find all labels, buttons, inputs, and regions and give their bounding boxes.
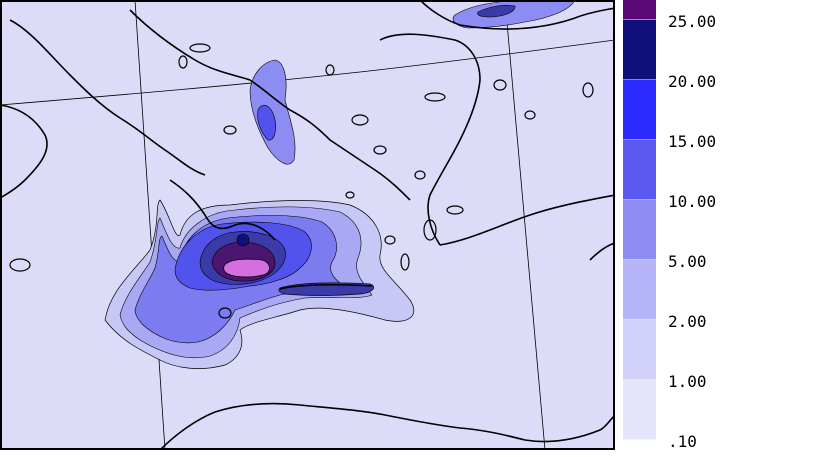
island xyxy=(345,191,355,199)
color-legend xyxy=(623,0,656,441)
island xyxy=(424,92,446,102)
legend-label-1: 1.00 xyxy=(668,372,707,391)
coastline-italy-south xyxy=(0,104,48,199)
legend-label-5: 5.00 xyxy=(668,252,707,271)
legend-swatch xyxy=(623,140,656,200)
graticule xyxy=(0,0,615,450)
map-frame xyxy=(0,0,615,450)
island xyxy=(9,258,31,272)
precip-north-core xyxy=(257,104,276,141)
legend-label-2: 2.00 xyxy=(668,312,707,331)
coastline-crete xyxy=(279,283,373,290)
legend-swatches xyxy=(623,0,656,441)
island xyxy=(373,145,387,155)
legend-swatch xyxy=(623,260,656,320)
precip-blacksea-core xyxy=(477,4,516,18)
legend-swatch xyxy=(623,200,656,260)
grid-line xyxy=(0,39,615,106)
legend-label-15: 15.00 xyxy=(668,132,717,151)
island xyxy=(524,110,536,120)
island xyxy=(446,205,464,215)
legend-swatch xyxy=(623,320,656,380)
legend-swatch xyxy=(623,20,656,80)
island xyxy=(493,79,507,91)
island xyxy=(223,125,237,135)
island xyxy=(351,114,369,126)
legend-label-20: 20.00 xyxy=(668,72,717,91)
islands xyxy=(9,43,594,319)
island xyxy=(325,64,335,76)
precip-core xyxy=(223,258,270,278)
coastline-turkey-south xyxy=(439,194,615,246)
coastline-balkans xyxy=(129,9,411,201)
precip-contours xyxy=(104,0,576,369)
island xyxy=(218,307,232,319)
island xyxy=(582,82,594,98)
island xyxy=(423,219,437,241)
coastline-africa xyxy=(159,402,615,450)
island xyxy=(400,253,410,271)
precip-cell xyxy=(236,233,250,247)
grid-line xyxy=(504,0,546,450)
coastline-turkey-west xyxy=(379,33,481,246)
legend-label-25: 25.00 xyxy=(668,12,717,31)
precipitation-map xyxy=(0,0,615,450)
island xyxy=(178,55,188,69)
coastline-black-sea xyxy=(419,0,615,30)
island xyxy=(189,43,211,53)
legend-swatch xyxy=(623,80,656,140)
coastline-peloponnese xyxy=(169,179,276,241)
legend-label-10: 10.00 xyxy=(668,192,717,211)
legend-swatch xyxy=(623,380,656,440)
coastline-italy-adriatic xyxy=(9,19,206,176)
island xyxy=(384,235,396,245)
island xyxy=(414,170,426,180)
grid-line xyxy=(134,0,166,450)
legend-swatch xyxy=(623,0,656,20)
legend-label-0.1: .10 xyxy=(668,432,697,451)
